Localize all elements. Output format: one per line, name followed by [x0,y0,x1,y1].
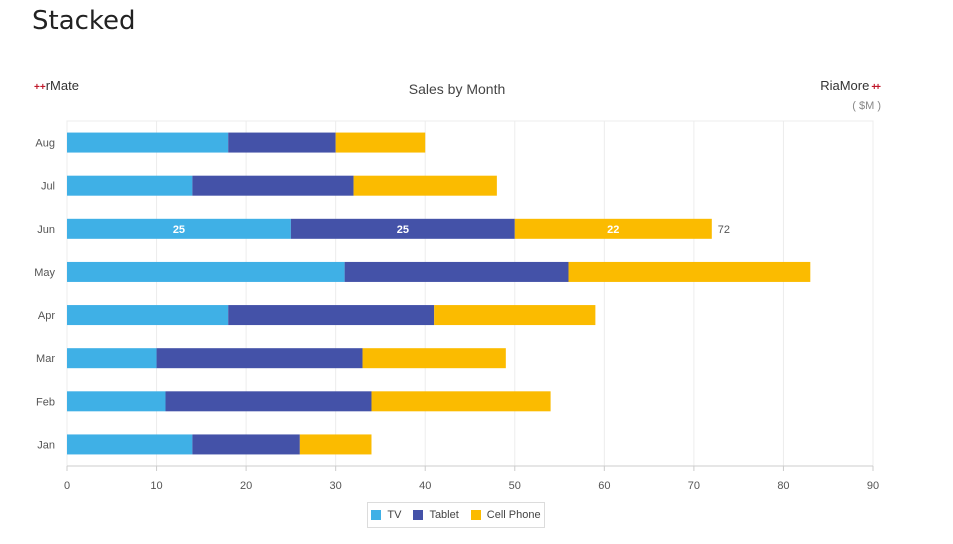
bar-segment-tv [67,261,345,282]
bar-segment-cell-phone [335,132,426,153]
data-label: 25 [173,224,185,236]
legend-item[interactable]: TV [371,509,401,521]
legend-label: Tablet [429,509,459,521]
bar-segment-tablet [192,434,300,455]
data-label: 25 [397,224,409,236]
legend: TV Tablet Cell Phone [367,502,545,528]
y-tick-label: Aug [35,138,55,150]
bar-segment-cell-phone [371,391,551,412]
legend-item[interactable]: Cell Phone [470,509,541,521]
brand-right-text: RiaMore [820,78,870,93]
bar-segment-cell-phone [568,261,811,282]
x-tick-label: 90 [867,480,879,492]
chart-title: Sales by Month [408,81,506,97]
bar-segment-tablet [290,218,515,239]
plot-area [66,120,874,467]
x-tick-label: 70 [688,480,700,492]
y-tick-label: May [34,267,55,279]
bar-segment-tv [67,175,193,196]
bar-segment-cell-phone [434,305,596,326]
legend-item[interactable]: Tablet [413,509,459,521]
bar-segment-tablet [228,132,336,153]
bar-segment-cell-phone [514,218,712,239]
y-tick-label: Feb [36,396,55,408]
total-label: 72 [718,224,730,236]
bar-segment-tv [67,132,229,153]
x-tick-label: 40 [419,480,431,492]
x-tick-label: 30 [330,480,342,492]
bar-segment-tablet [165,391,372,412]
brand-left-text: rMate [45,78,79,93]
x-tick-label: 10 [150,480,162,492]
plus-icon: + [871,82,877,93]
bar-segment-tablet [228,305,435,326]
bar-segment-tablet [344,261,569,282]
y-tick-label: Jul [41,181,55,193]
data-label: 22 [607,224,619,236]
x-tick-label: 20 [240,480,252,492]
y-tick-label: Apr [38,310,55,322]
legend-swatch [371,510,382,520]
y-tick-label: Jan [37,439,55,451]
bar-segment-cell-phone [353,175,497,196]
x-tick-label: 60 [598,480,610,492]
plus-icon: + [39,82,46,93]
plus-icon: + [34,82,40,93]
legend-swatch [470,510,481,520]
page-title: Stacked [32,6,136,36]
y-tick-label: Jun [37,224,55,236]
bar-segment-tv [67,305,229,326]
unit-label: ( $M ) [852,100,881,112]
bar-segment-cell-phone [299,434,372,455]
bar-segment-tablet [192,175,354,196]
x-tick-label: 80 [777,480,789,492]
bar-segment-tv [67,434,193,455]
legend-swatch [413,510,424,520]
bar-segment-tv [67,348,157,369]
x-tick-label: 0 [64,480,70,492]
bar-segment-tv [67,218,291,239]
plus-icon: + [875,82,881,93]
bar-segment-cell-phone [362,348,506,369]
legend-label: Cell Phone [486,509,541,521]
bar-segment-tv [67,391,166,412]
x-tick-label: 50 [509,480,521,492]
brand-logo-left: + + rMate [34,78,79,93]
legend-label: TV [387,509,402,521]
y-tick-label: Mar [36,353,55,365]
bar-segment-tablet [156,348,363,369]
brand-logo-right: RiaMore ++ [820,78,881,93]
